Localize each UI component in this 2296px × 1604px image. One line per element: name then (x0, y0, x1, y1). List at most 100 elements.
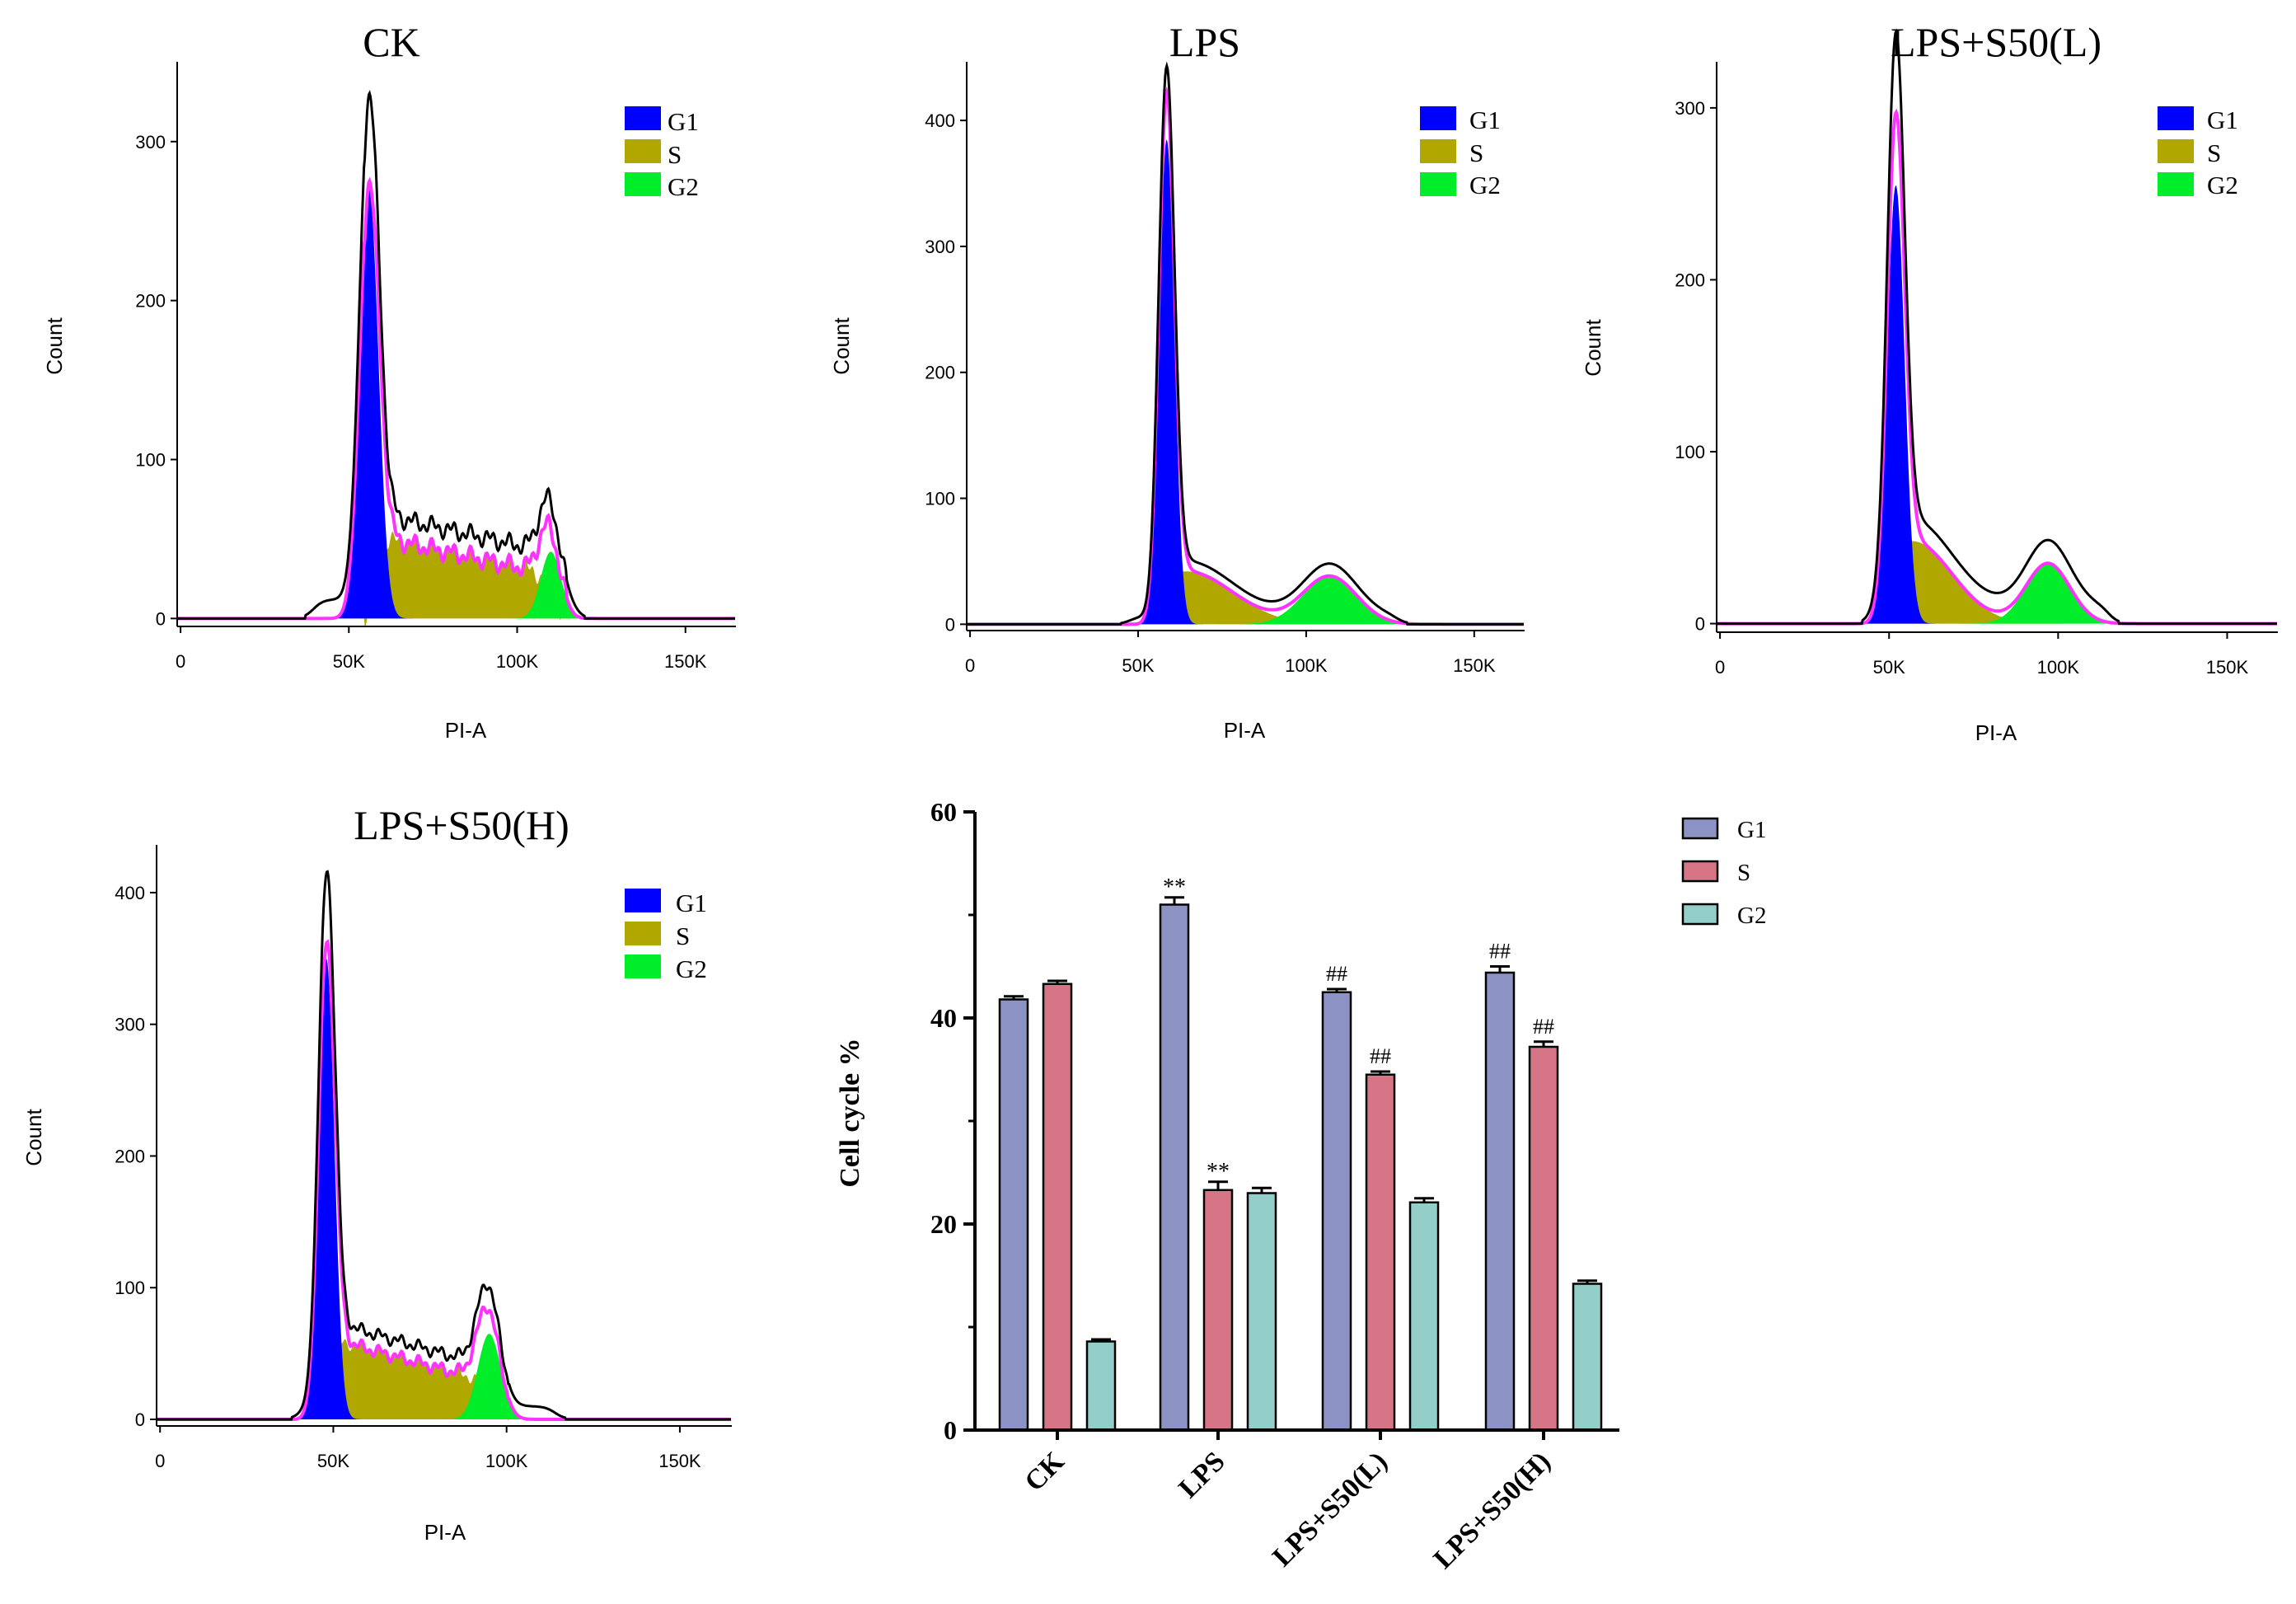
histogram-title: LPS (1169, 19, 1240, 65)
data-outline (967, 61, 1524, 626)
y-tick-label: 0 (944, 1415, 957, 1445)
legend-label-s: S (676, 922, 690, 950)
bar-g2 (1572, 1283, 1603, 1432)
x-tick-label: 150K (664, 651, 707, 672)
x-tick-label: 50K (333, 651, 365, 672)
legend-swatch-g1 (1420, 106, 1456, 130)
y-tick-label: 400 (115, 883, 145, 903)
legend-swatch-s (1420, 139, 1456, 163)
y-axis-label: Count (42, 317, 67, 375)
x-tick-label: 150K (1453, 655, 1496, 676)
histogram-title: CK (363, 19, 419, 65)
y-tick-label: 100 (1675, 442, 1705, 462)
legend-label-s: S (1469, 138, 1483, 167)
x-axis-label: PI-A (1975, 720, 2017, 745)
y-tick-label: 200 (135, 291, 166, 312)
data-outline (157, 870, 731, 1421)
x-tick-label: 100K (496, 651, 539, 672)
bar-s (1365, 1073, 1396, 1432)
legend-label-s: S (1737, 860, 1750, 886)
legend-label-g1: G1 (668, 107, 699, 136)
bar-g1 (1321, 991, 1352, 1432)
legend-label-s: S (2207, 138, 2221, 167)
x-tick-label: 0 (155, 1451, 165, 1471)
y-tick-label: 60 (930, 797, 957, 827)
y-tick-label: 300 (1675, 98, 1705, 119)
x-tick-label: 100K (485, 1451, 528, 1471)
legend-swatch-g1 (1681, 817, 1719, 840)
significance-label: ## (1326, 962, 1347, 986)
legend-label-g1: G1 (676, 889, 707, 917)
s-phase-area (157, 1339, 732, 1421)
legend-swatch-g1 (2158, 106, 2194, 130)
x-tick-label: 0 (965, 655, 975, 676)
y-tick-label: 200 (1675, 270, 1705, 290)
y-tick-label: 0 (156, 608, 166, 629)
legend-label-s: S (668, 140, 682, 169)
x-tick-label: 50K (1122, 655, 1154, 676)
legend-label-g1: G1 (1737, 817, 1766, 843)
bar-g1 (1484, 971, 1516, 1432)
y-tick-label: 0 (135, 1409, 145, 1430)
significance-label: ** (1163, 875, 1186, 900)
histogram-title: LPS+S50(L) (1891, 19, 2102, 65)
x-tick-label: 0 (176, 651, 185, 672)
y-tick-label: 400 (925, 110, 955, 131)
x-tick-label: 50K (1873, 657, 1905, 678)
histogram-lps-s50-l: LPS+S50(L) PI-A Count G1 S G2 0 100 200 300… (1581, 19, 2278, 745)
legend-label-g2: G2 (668, 172, 699, 201)
histogram-lps: LPS PI-A Count G1 S G2 0 100 200 300 400 0 50K… (829, 19, 1525, 743)
y-tick-label: 40 (930, 1003, 957, 1033)
y-tick-label: 100 (135, 450, 166, 471)
legend-swatch-g1 (625, 106, 661, 130)
y-tick-label: 0 (945, 614, 955, 635)
x-tick-label: 100K (2037, 657, 2080, 678)
x-tick-label: 100K (1285, 655, 1328, 676)
legend-label-g1: G1 (1469, 106, 1501, 134)
legend-swatch-s (625, 922, 661, 945)
data-outline (1717, 28, 2277, 626)
y-tick-label: 200 (115, 1146, 145, 1166)
legend-swatch-g2 (2158, 172, 2194, 196)
legend-swatch-g1 (625, 889, 661, 912)
bar-s (1202, 1189, 1234, 1432)
legend-label-g2: G2 (2207, 171, 2238, 199)
x-tick-label: 150K (2206, 657, 2249, 678)
s-phase-area (177, 532, 736, 627)
bar-s (1528, 1045, 1559, 1432)
bar-g2 (1246, 1192, 1277, 1432)
y-tick-label: 300 (115, 1015, 145, 1035)
y-axis-label: Count (1581, 319, 1605, 377)
bar-g1 (998, 998, 1029, 1432)
significance-label: ## (1533, 1015, 1554, 1039)
significance-label: ** (1207, 1159, 1230, 1184)
legend-label-g2: G2 (676, 954, 707, 983)
histogram-lps-s50-h: LPS+S50(H) PI-A Count G1 S G2 0 100 200 300… (21, 802, 732, 1545)
x-tick-label: 0 (1715, 657, 1725, 678)
histogram-ck: CK PI-A Count G1 S G2 0 100 200 300 0 50K 100K… (42, 19, 736, 743)
legend-swatch-g2 (625, 954, 661, 978)
significance-label: ## (1489, 940, 1511, 964)
legend-label-g2: G2 (1737, 903, 1766, 929)
y-tick-label: 200 (925, 363, 955, 383)
x-tick-label: 150K (658, 1451, 701, 1471)
bar-g1 (1159, 903, 1190, 1432)
y-tick-label: 300 (925, 237, 955, 257)
y-axis-label: Cell cycle % (835, 1038, 865, 1187)
y-tick-label: 20 (930, 1209, 957, 1239)
legend-label-g1: G1 (2207, 106, 2238, 134)
legend-swatch-g2 (1681, 903, 1719, 926)
bar-g2 (1085, 1340, 1117, 1432)
y-tick-label: 0 (1695, 614, 1705, 635)
x-axis-label: PI-A (1224, 718, 1266, 743)
legend-swatch-s (2158, 139, 2194, 163)
legend-swatch-g2 (1420, 172, 1456, 196)
x-axis-label: PI-A (445, 718, 487, 743)
legend-label-g2: G2 (1469, 171, 1501, 199)
x-tick-label: 50K (317, 1451, 349, 1471)
y-axis-label: Count (829, 317, 854, 375)
y-tick-label: 100 (115, 1278, 145, 1298)
y-axis-label: Count (21, 1109, 46, 1166)
bar-g2 (1408, 1201, 1440, 1432)
